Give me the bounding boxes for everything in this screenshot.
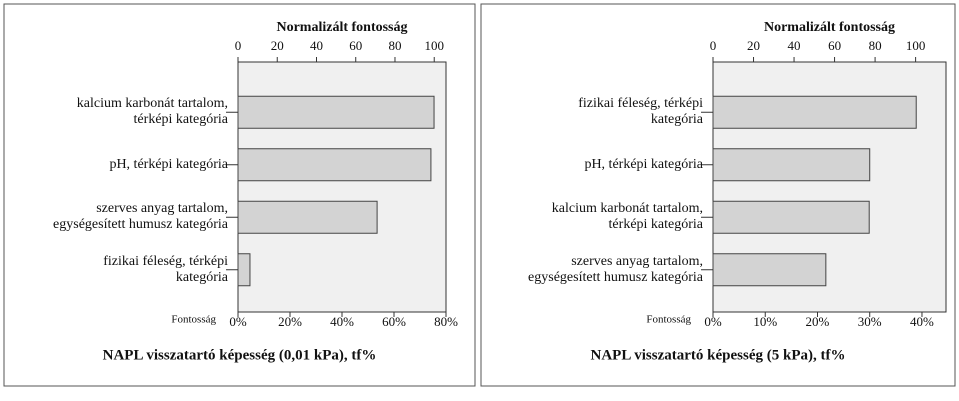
bottom-tick-label: 80% [434, 314, 458, 329]
bar [712, 200, 870, 234]
chart-title: NAPL visszatartó képesség (0,01 kPa), tf… [103, 347, 377, 363]
bottom-tick-label: 20% [806, 314, 830, 329]
category-label: fizikai féleség, térképi kategória [578, 96, 703, 128]
x-axis-label: Fontosság [171, 314, 216, 326]
top-tick-label: 60 [828, 38, 841, 53]
category-label: pH, térképi kategória [109, 156, 228, 172]
category-label: fizikai féleség, térképi kategória [103, 253, 228, 285]
category-label: pH, térképi kategória [584, 156, 703, 172]
top-tick-label: 100 [906, 38, 926, 53]
bottom-tick-label: 40% [330, 314, 354, 329]
top-tick-label: 20 [271, 38, 284, 53]
bottom-tick-label: 0% [704, 314, 722, 329]
top-axis-title: Normalizált fontosság [764, 20, 895, 35]
bottom-tick-label: 60% [382, 314, 406, 329]
panel-border [480, 3, 956, 387]
top-tick-label: 80 [869, 38, 882, 53]
top-tick-label: 40 [788, 38, 801, 53]
bottom-tick-label: 0% [229, 314, 247, 329]
top-tick-label: 40 [310, 38, 323, 53]
bottom-tick-label: 20% [278, 314, 302, 329]
x-axis-label: Fontosság [646, 314, 691, 326]
category-label: szerves anyag tartalom, egységesített hu… [53, 201, 228, 233]
top-tick-label: 0 [235, 38, 242, 53]
bar [237, 95, 435, 129]
bottom-tick-label: 10% [753, 314, 777, 329]
bar [712, 95, 917, 129]
category-label: szerves anyag tartalom, egységesített hu… [528, 253, 703, 285]
bottom-tick-label: 40% [910, 314, 934, 329]
top-tick-label: 100 [424, 38, 444, 53]
top-tick-label: 60 [349, 38, 362, 53]
top-axis-title: Normalizált fontosság [276, 20, 407, 35]
top-tick-label: 20 [747, 38, 760, 53]
bar [237, 253, 251, 287]
category-label: kalcium karbonát tartalom, térképi kateg… [76, 96, 228, 128]
bottom-tick-label: 30% [858, 314, 882, 329]
bar [712, 148, 871, 182]
bar [712, 253, 827, 287]
bar [237, 200, 378, 234]
category-label: kalcium karbonát tartalom, térképi kateg… [551, 201, 703, 233]
panel-border [3, 3, 476, 387]
top-tick-label: 80 [388, 38, 401, 53]
top-tick-label: 0 [710, 38, 717, 53]
chart-title: NAPL visszatartó képesség (5 kPa), tf% [591, 347, 846, 363]
bar [237, 148, 432, 182]
